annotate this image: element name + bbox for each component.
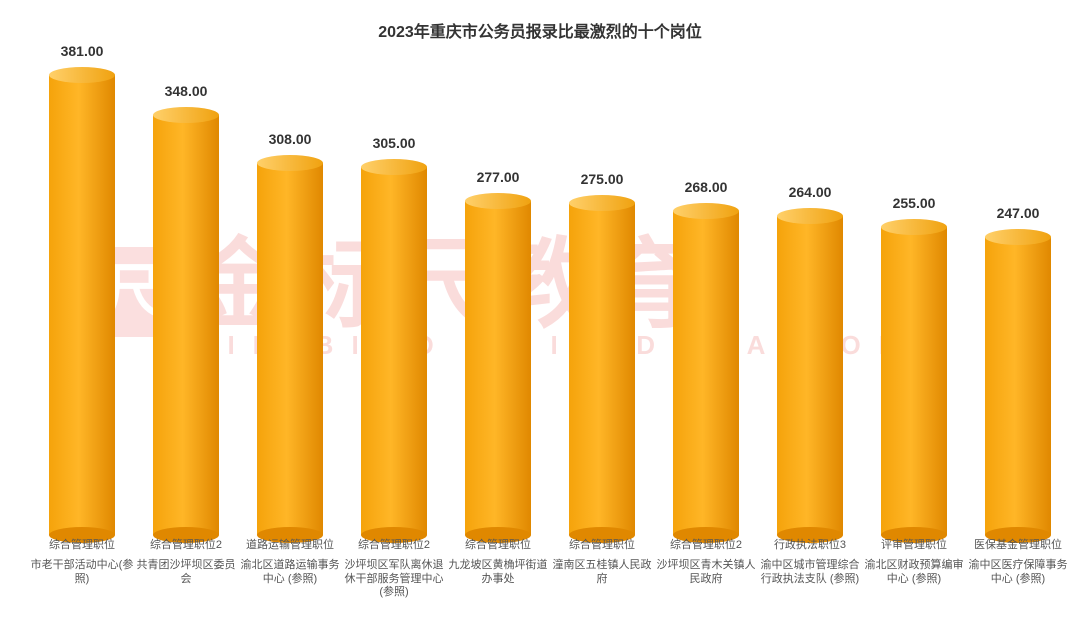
bar-slot: 275.00 [550,52,654,535]
x-label-position: 评审管理职位 [862,539,966,553]
x-label-position: 综合管理职位 [446,539,550,553]
bar-cylinder [881,227,947,535]
plot-area: 381.00 348.00 308.00 305.00 277.00 275.00 268.… [30,52,1070,535]
cylinder-top [257,155,323,171]
bar-value-label: 305.00 [373,135,416,151]
x-label-org: 潼南区五桂镇人民政府 [550,559,654,587]
x-label-org: 沙坪坝区军队离休退休干部服务管理中心(参照) [342,559,446,600]
bar-cylinder [153,115,219,535]
bar-value-label: 381.00 [61,43,104,59]
x-label-org: 渝北区财政预算编审中心 (参照) [862,559,966,587]
cylinder-body [49,75,115,535]
x-axis-label: 综合管理职位市老干部活动中心(参照) [30,539,134,586]
x-label-org: 市老干部活动中心(参照) [30,559,134,587]
bar-slot: 348.00 [134,52,238,535]
bar-value-label: 277.00 [477,169,520,185]
bar-cylinder [465,201,531,535]
cylinder-top [985,229,1051,245]
cylinder-top [777,208,843,224]
x-label-position: 综合管理职位2 [134,539,238,553]
x-axis-label: 综合管理职位2 沙坪坝区军队离休退休干部服务管理中心(参照) [342,539,446,600]
cylinder-top [881,219,947,235]
bar-slot: 305.00 [342,52,446,535]
x-label-position: 道路运输管理职位 [238,539,342,553]
x-axis-label: 评审管理职位渝北区财政预算编审中心 (参照) [862,539,966,586]
bar-cylinder [985,237,1051,535]
bar-slot: 247.00 [966,52,1070,535]
x-label-org: 渝中区医疗保障事务中心 (参照) [966,559,1070,587]
chart-container: 2023年重庆市公务员报录比最激烈的十个岗位 尺金标尺教育 JIN BIAO C… [0,0,1080,625]
bar-cylinder [49,75,115,535]
x-label-position: 行政执法职位3 [758,539,862,553]
x-label-org: 渝中区城市管理综合行政执法支队 (参照) [758,559,862,587]
x-label-org: 渝北区道路运输事务中心 (参照) [238,559,342,587]
cylinder-body [881,227,947,535]
x-label-org: 九龙坡区黄桷坪街道办事处 [446,559,550,587]
x-label-position: 综合管理职位2 [654,539,758,553]
x-axis-label: 医保基金管理职位渝中区医疗保障事务中心 (参照) [966,539,1070,586]
bar-cylinder [777,216,843,535]
bar-value-label: 264.00 [789,184,832,200]
x-axis-label: 综合管理职位潼南区五桂镇人民政府 [550,539,654,586]
x-axis-label: 综合管理职位2 沙坪坝区青木关镇人民政府 [654,539,758,586]
x-axis-label: 行政执法职位3 渝中区城市管理综合行政执法支队 (参照) [758,539,862,586]
bar-slot: 277.00 [446,52,550,535]
x-label-org: 沙坪坝区青木关镇人民政府 [654,559,758,587]
bar-slot: 308.00 [238,52,342,535]
bar-cylinder [569,203,635,535]
bar-value-label: 268.00 [685,179,728,195]
x-label-position: 综合管理职位 [550,539,654,553]
x-axis-labels: 综合管理职位市老干部活动中心(参照)综合管理职位2共青团沙坪坝区委员会道路运输管… [30,539,1070,625]
bar-cylinder [257,163,323,535]
cylinder-body [673,211,739,535]
cylinder-body [777,216,843,535]
cylinder-body [361,167,427,535]
bar-slot: 255.00 [862,52,966,535]
x-label-position: 医保基金管理职位 [966,539,1070,553]
bar-value-label: 348.00 [165,83,208,99]
chart-title: 2023年重庆市公务员报录比最激烈的十个岗位 [0,18,1080,42]
cylinder-top [569,195,635,211]
x-axis-label: 综合管理职位2 共青团沙坪坝区委员会 [134,539,238,586]
x-label-org: 共青团沙坪坝区委员会 [134,559,238,587]
cylinder-top [49,67,115,83]
cylinder-top [361,159,427,175]
bar-cylinder [673,211,739,535]
bar-slot: 268.00 [654,52,758,535]
x-label-position: 综合管理职位2 [342,539,446,553]
bar-value-label: 247.00 [997,205,1040,221]
cylinder-body [153,115,219,535]
x-axis-label: 综合管理职位九龙坡区黄桷坪街道办事处 [446,539,550,586]
bar-value-label: 308.00 [269,131,312,147]
cylinder-top [153,107,219,123]
bar-slot: 264.00 [758,52,862,535]
bar-value-label: 255.00 [893,195,936,211]
cylinder-body [465,201,531,535]
x-axis-label: 道路运输管理职位渝北区道路运输事务中心 (参照) [238,539,342,586]
cylinder-top [673,203,739,219]
x-label-position: 综合管理职位 [30,539,134,553]
bar-slot: 381.00 [30,52,134,535]
bar-cylinder [361,167,427,535]
cylinder-body [985,237,1051,535]
cylinder-body [569,203,635,535]
cylinder-top [465,193,531,209]
cylinder-body [257,163,323,535]
bar-value-label: 275.00 [581,171,624,187]
